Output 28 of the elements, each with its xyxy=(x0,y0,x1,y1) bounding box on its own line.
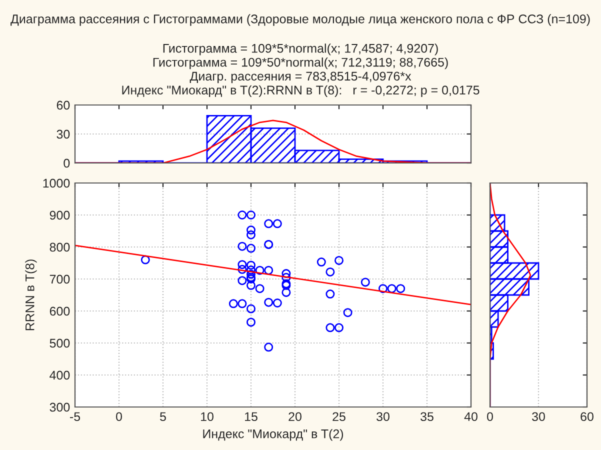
chart-subtitle: Гистограмма = 109*5*normal(x; 17,4587; 4,9207) Гистограмма = 109*50*normal(x; 712,3119; 88,7665) Диагр. рассеяния = 783,8515-4,0976*x Индекс "Миокард" в T(2):RRNN в T(8): r = -0,2272; p = 0,0175 xyxy=(122,44,480,97)
y-tick-label: 900 xyxy=(50,210,70,220)
chart-title: Диаграмма рассеяния с Гистограммами (Здоровые молодые лица женского пола с ФР ССЗ (n=109) xyxy=(10,14,590,26)
x-tick-label: 5 xyxy=(160,412,166,422)
x-axis-title: Индекс "Миокард" в T(2) xyxy=(203,429,344,441)
y-tick-label: 60 xyxy=(56,100,70,110)
x-tick-label: 0 xyxy=(116,412,122,422)
y-tick-label: 600 xyxy=(50,306,70,316)
y-tick-label: 300 xyxy=(50,402,70,412)
y-tick-label: 700 xyxy=(50,274,70,284)
x-tick-label: 40 xyxy=(464,412,478,422)
y-tick-label: 800 xyxy=(50,242,70,252)
x-tick-label: 10 xyxy=(201,412,214,422)
x-tick-label: 60 xyxy=(580,412,594,422)
x-tick-label: 25 xyxy=(332,412,346,422)
x-tick-label: -5 xyxy=(70,412,80,422)
x-tick-label: 30 xyxy=(532,412,545,422)
x-tick-label: 35 xyxy=(420,412,434,422)
x-tick-label: 0 xyxy=(487,412,493,422)
y-tick-label: 0 xyxy=(64,158,70,168)
x-tick-label: 15 xyxy=(245,412,258,422)
y-tick-label: 400 xyxy=(50,370,70,380)
y-tick-label: 500 xyxy=(50,338,70,348)
x-tick-label: 20 xyxy=(288,412,302,422)
y-tick-label: 1000 xyxy=(43,178,70,188)
y-axis-title: RRNN в T(8) xyxy=(25,260,37,330)
x-tick-label: 30 xyxy=(376,412,390,422)
y-tick-label: 30 xyxy=(56,130,70,139)
